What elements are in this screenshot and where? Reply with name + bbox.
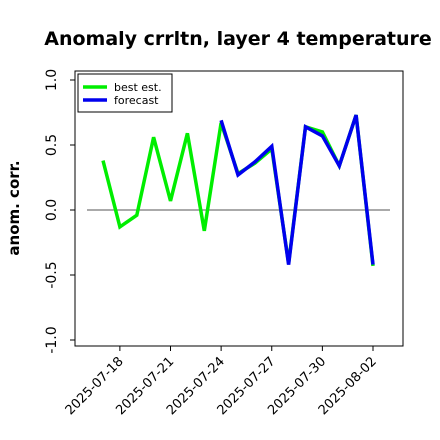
chart-title: Anomaly crrltn, layer 4 temperature bbox=[44, 28, 432, 50]
legend-label: best est. bbox=[114, 81, 162, 94]
series-line-best-est bbox=[101, 114, 375, 267]
series-line-forecast bbox=[219, 114, 375, 265]
y-tick-label: 0.0 bbox=[44, 199, 60, 221]
x-ticks: 2025-07-182025-07-212025-07-242025-07-27… bbox=[63, 346, 380, 418]
legend-box bbox=[77, 73, 173, 113]
y-tick-label: 0.5 bbox=[44, 134, 60, 156]
plot-frame bbox=[74, 70, 404, 347]
series-layer bbox=[101, 114, 375, 267]
legend-label: forecast bbox=[114, 94, 159, 107]
y-tick-label: -0.5 bbox=[44, 261, 60, 288]
y-tick-label: -1.0 bbox=[44, 326, 60, 353]
y-tick-label: 1.0 bbox=[44, 69, 60, 91]
y-axis-label: anom. corr. bbox=[5, 160, 23, 255]
y-ticks: -1.0 -0.5 0.0 0.5 1.0 bbox=[44, 69, 75, 354]
legend: best est.forecast bbox=[77, 73, 173, 113]
